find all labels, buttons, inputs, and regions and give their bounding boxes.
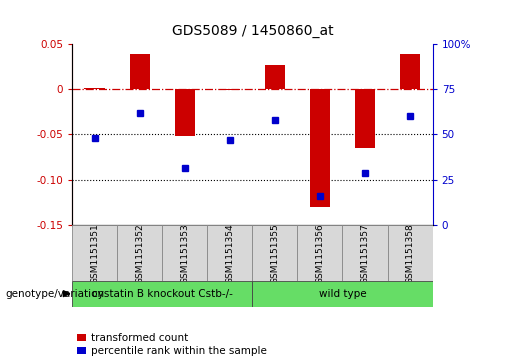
Bar bbox=[310, 89, 330, 207]
Bar bbox=[265, 65, 285, 89]
Bar bbox=[297, 225, 342, 281]
Text: genotype/variation: genotype/variation bbox=[5, 289, 104, 299]
Text: GSM1151353: GSM1151353 bbox=[180, 223, 189, 284]
Bar bbox=[342, 225, 387, 281]
Text: GSM1151356: GSM1151356 bbox=[316, 223, 324, 284]
Bar bbox=[387, 225, 433, 281]
Text: cystatin B knockout Cstb-/-: cystatin B knockout Cstb-/- bbox=[92, 289, 233, 299]
Bar bbox=[175, 89, 195, 136]
Bar bbox=[355, 89, 375, 148]
Bar bbox=[130, 54, 150, 89]
Bar bbox=[220, 89, 240, 90]
Bar bbox=[72, 281, 252, 307]
Bar bbox=[162, 225, 207, 281]
Bar bbox=[84, 88, 105, 89]
Bar bbox=[252, 281, 433, 307]
Text: GSM1151358: GSM1151358 bbox=[406, 223, 415, 284]
Text: GSM1151355: GSM1151355 bbox=[270, 223, 279, 284]
Text: GDS5089 / 1450860_at: GDS5089 / 1450860_at bbox=[171, 24, 333, 38]
Text: GSM1151357: GSM1151357 bbox=[360, 223, 369, 284]
Bar bbox=[72, 225, 117, 281]
Bar bbox=[117, 225, 162, 281]
Bar bbox=[400, 54, 420, 89]
Text: GSM1151351: GSM1151351 bbox=[90, 223, 99, 284]
Text: wild type: wild type bbox=[319, 289, 366, 299]
Text: GSM1151352: GSM1151352 bbox=[135, 223, 144, 284]
Bar bbox=[207, 225, 252, 281]
Legend: transformed count, percentile rank within the sample: transformed count, percentile rank withi… bbox=[77, 333, 267, 356]
Text: GSM1151354: GSM1151354 bbox=[226, 223, 234, 284]
Bar bbox=[252, 225, 297, 281]
